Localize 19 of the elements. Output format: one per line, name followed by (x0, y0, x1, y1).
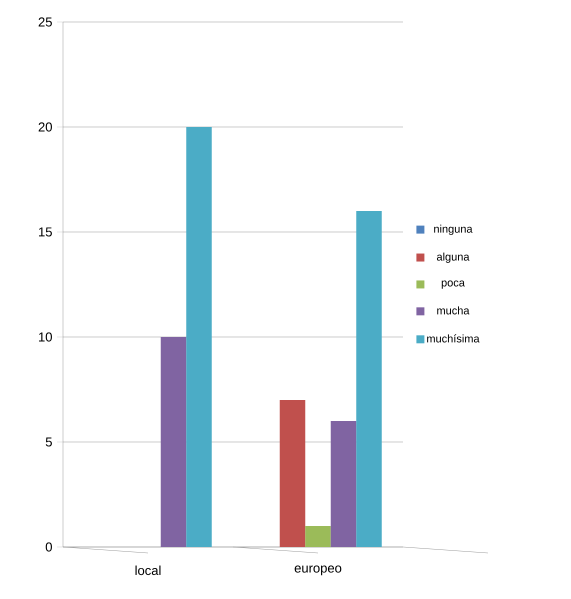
legend-label: muchísima (427, 334, 480, 342)
x-tick-label: europeo (294, 566, 342, 576)
y-tick-label: 5 (46, 437, 52, 447)
legend-label: poca (442, 280, 465, 289)
legend-label: mucha (437, 306, 470, 314)
bar (186, 126, 212, 547)
bar (356, 210, 382, 547)
y-tick-label: 15 (38, 227, 52, 237)
y-tick-label: 25 (38, 17, 52, 27)
bar (160, 337, 186, 547)
x-tick-label: local (136, 566, 160, 576)
y-tick-label: 20 (38, 122, 52, 132)
bar (280, 400, 306, 547)
y-tick-label: 0 (46, 542, 52, 552)
y-tick-label: 10 (38, 332, 52, 342)
legend-label: ninguna (434, 224, 473, 235)
bar (305, 526, 331, 547)
bar (330, 420, 356, 547)
legend-label: alguna (436, 252, 470, 263)
